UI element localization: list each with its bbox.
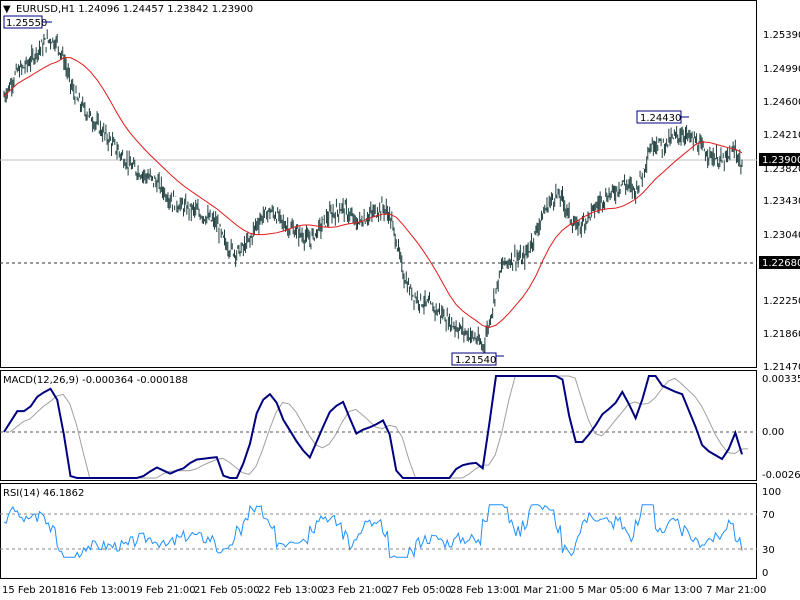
symbol-header: EURUSD,H1 1.24096 1.24457 1.23842 1.2390… (16, 4, 253, 15)
triangle-down-icon: ▼ (3, 4, 11, 15)
rsi-label: RSI(14) 46.1862 (3, 488, 84, 499)
time-axis: 15 Feb 2018 16 Feb 13:00 19 Feb 21:00 21… (2, 585, 766, 596)
rsi-tick: 0 (762, 568, 768, 579)
price-tick: 1.24600 (763, 97, 800, 108)
macd-main-line (3, 375, 743, 480)
rsi-tick: 100 (762, 487, 781, 498)
time-tick: 22 Feb 13:00 (258, 585, 324, 596)
low-label: 1.21540 (455, 355, 496, 366)
macd-tick: 0.003356 (762, 374, 800, 385)
price-tick: 1.25390 (763, 30, 800, 41)
current-price-label: 1.23900 (762, 155, 800, 166)
price-tick: 1.21470 (763, 362, 800, 373)
time-tick: 6 Mar 13:00 (642, 585, 702, 596)
price-tick: 1.22250 (763, 296, 800, 307)
time-tick: 28 Feb 13:00 (450, 585, 516, 596)
rsi-tick: 70 (762, 510, 775, 521)
high-right-annotation[interactable]: 1.24430 (636, 110, 689, 124)
time-tick: 23 Feb 21:00 (322, 585, 388, 596)
rsi-pane[interactable] (0, 483, 757, 579)
time-tick: 27 Feb 05:00 (386, 585, 452, 596)
price-tick: 1.21860 (763, 329, 800, 340)
low-annotation[interactable]: 1.21540 (451, 352, 504, 366)
rsi-tick: 30 (762, 545, 775, 556)
time-tick: 15 Feb 2018 (2, 585, 64, 596)
moving-average-line (3, 57, 743, 328)
current-price-box (759, 153, 800, 166)
high-left-annotation[interactable]: 1.25550 (3, 15, 52, 29)
time-tick: 21 Feb 05:00 (194, 585, 260, 596)
time-tick: 5 Mar 05:00 (578, 585, 638, 596)
price-bars (3, 29, 743, 355)
time-tick: 16 Feb 13:00 (64, 585, 130, 596)
macd-tick: 0.00 (762, 427, 784, 438)
price-axis: 1.25390 1.24990 1.24600 1.24210 1.23820 … (763, 30, 800, 373)
price-pane[interactable] (0, 0, 757, 368)
rsi-line (3, 504, 743, 559)
time-tick: 7 Mar 21:00 (706, 585, 766, 596)
time-tick: 19 Feb 21:00 (130, 585, 196, 596)
price-tick: 1.24210 (763, 130, 800, 141)
price-tick: 1.23040 (763, 230, 800, 241)
price-tick: 1.23430 (763, 196, 800, 207)
high-right-label: 1.24430 (640, 113, 681, 124)
level-price-box (759, 256, 800, 269)
time-tick: 1 Mar 21:00 (514, 585, 574, 596)
price-tick: 1.24990 (763, 64, 800, 75)
price-tick: 1.23820 (763, 164, 800, 175)
level-price-label: 1.22680 (762, 258, 800, 269)
macd-pane[interactable] (0, 370, 757, 481)
macd-tick: -0.002692 (762, 470, 800, 481)
macd-label: MACD(12,26,9) -0.000364 -0.000188 (3, 375, 188, 386)
high-left-label: 1.25550 (6, 18, 47, 29)
